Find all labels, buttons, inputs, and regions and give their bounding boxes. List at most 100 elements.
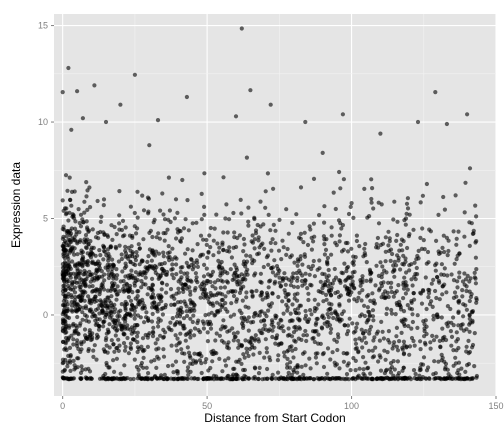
scatter-point [148, 285, 154, 290]
scatter-point [126, 256, 131, 261]
scatter-point [201, 376, 206, 382]
scatter-point [248, 88, 253, 93]
scatter-point [331, 315, 336, 321]
scatter-point [289, 372, 294, 377]
scatter-point [380, 264, 385, 269]
scatter-point [212, 280, 217, 285]
scatter-point [280, 324, 285, 329]
scatter-point [107, 322, 112, 327]
scatter-point [78, 269, 83, 274]
scatter-point [295, 298, 300, 303]
scatter-point [181, 326, 186, 331]
scatter-point [101, 203, 106, 208]
scatter-point [209, 376, 214, 381]
scatter-point [276, 353, 281, 358]
scatter-point [329, 302, 334, 307]
scatter-point [424, 324, 429, 329]
scatter-point [389, 289, 394, 295]
scatter-point [337, 233, 342, 238]
scatter-point [107, 298, 112, 303]
scatter-point [402, 275, 407, 280]
scatter-point [277, 275, 282, 280]
scatter-point [307, 356, 312, 361]
scatter-point [376, 200, 381, 205]
scatter-point [189, 308, 194, 313]
scatter-point [63, 357, 68, 363]
scatter-point [150, 334, 156, 339]
scatter-point [95, 198, 100, 204]
scatter-point [221, 175, 226, 180]
scatter-point [166, 363, 171, 369]
scatter-point [298, 231, 303, 236]
scatter-point [348, 204, 353, 209]
scatter-point [130, 251, 135, 256]
scatter-point [97, 248, 102, 253]
scatter-point [172, 323, 177, 328]
scatter-point [202, 171, 207, 176]
scatter-point [75, 272, 80, 277]
scatter-point [325, 255, 330, 260]
scatter-point [440, 335, 446, 341]
scatter-point [266, 328, 271, 334]
scatter-point [112, 302, 117, 307]
scatter-point [104, 331, 109, 336]
scatter-point [322, 220, 327, 225]
scatter-point [312, 305, 317, 311]
scatter-point [220, 267, 225, 272]
scatter-point [146, 371, 151, 376]
scatter-point [440, 355, 445, 360]
scatter-point [149, 258, 154, 263]
scatter-point [63, 173, 69, 178]
scatter-point [161, 212, 166, 217]
scatter-point [161, 354, 167, 359]
scatter-point [117, 321, 122, 326]
scatter-point [312, 234, 317, 239]
scatter-point [388, 247, 394, 252]
scatter-point [173, 333, 178, 338]
scatter-point [401, 339, 406, 344]
scatter-point [88, 205, 93, 210]
scatter-point [79, 297, 84, 302]
scatter-point [174, 314, 179, 319]
scatter-point [243, 261, 248, 266]
scatter-point [279, 257, 284, 262]
scatter-point [147, 376, 152, 381]
scatter-point [94, 336, 99, 341]
scatter-point [227, 217, 232, 222]
scatter-point [151, 220, 156, 225]
scatter-point [151, 325, 156, 330]
scatter-point [109, 270, 114, 275]
scatter-point [392, 367, 397, 372]
scatter-point [343, 278, 348, 283]
scatter-point [135, 189, 140, 194]
scatter-point [473, 240, 478, 245]
scatter-point [119, 252, 124, 257]
scatter-point [324, 237, 329, 242]
scatter-point [252, 365, 257, 370]
scatter-point [69, 300, 74, 305]
scatter-point [217, 333, 222, 338]
scatter-point [353, 329, 358, 334]
scatter-point [83, 245, 89, 250]
scatter-point [118, 371, 123, 376]
scatter-point [360, 280, 365, 285]
scatter-point [138, 363, 143, 368]
scatter-point [204, 281, 209, 286]
scatter-point [448, 329, 453, 334]
scatter-point [161, 376, 166, 382]
scatter-point [94, 287, 99, 292]
scatter-point [103, 315, 108, 320]
scatter-point [67, 243, 72, 248]
scatter-point [407, 212, 412, 217]
scatter-point [87, 369, 93, 374]
scatter-point [184, 309, 189, 314]
scatter-point [210, 359, 215, 364]
scatter-point [188, 361, 193, 366]
scatter-point [93, 235, 99, 240]
scatter-point [182, 299, 187, 304]
scatter-point [395, 219, 400, 224]
scatter-point [472, 364, 477, 369]
scatter-point [286, 298, 291, 303]
scatter-point [195, 242, 200, 247]
scatter-point [97, 303, 102, 308]
